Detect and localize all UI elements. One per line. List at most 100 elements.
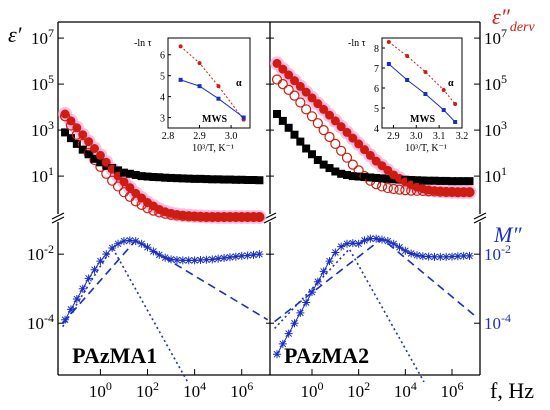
eps-derv-open-point — [341, 152, 353, 163]
eps-prime-point — [208, 175, 217, 184]
axis-break-gap — [474, 214, 486, 222]
eps-derv-open-point — [318, 125, 329, 136]
inset-y-tick-label: 7 — [374, 64, 379, 75]
panel-label: PAzMA2 — [284, 343, 369, 368]
top-y-tick-label-left: 107 — [31, 26, 54, 48]
inset-frame — [167, 37, 251, 129]
x-tick-label: 102 — [347, 379, 370, 401]
inset-mws-label: MWS — [410, 114, 435, 125]
m-double-point — [249, 250, 258, 259]
inset-frame — [381, 37, 463, 129]
inset-mws-point — [453, 120, 458, 124]
eps-prime-point — [202, 175, 211, 184]
inset-x-tick-label: 3.1 — [433, 131, 446, 142]
inset-mws-point — [386, 62, 391, 66]
top-y-tick-label-left: 103 — [31, 118, 54, 140]
m-double-point — [290, 319, 299, 328]
eps-derv-open-point — [306, 111, 318, 122]
m-double-point — [430, 252, 439, 261]
eps-prime-point — [220, 175, 229, 184]
eps-derv-point — [272, 58, 282, 68]
m-double-point — [90, 265, 99, 274]
inset-alpha-point — [453, 102, 458, 106]
eps-prime-point — [119, 168, 128, 177]
eps-prime-point — [337, 169, 346, 178]
eps-prime-point — [319, 160, 328, 169]
eps-prime-point — [143, 172, 152, 181]
m-double-point — [190, 256, 199, 265]
inset-mws-point — [441, 108, 446, 112]
eps-prime-point — [348, 172, 357, 181]
eps-prime-point — [155, 173, 164, 182]
eps-prime-point — [84, 150, 93, 159]
eps-derv-open-point — [271, 74, 283, 85]
eps-derv-point — [72, 123, 82, 133]
x-tick-label: 100 — [89, 379, 112, 401]
axis-break-gap — [264, 214, 276, 222]
panel-label: PAzMA1 — [72, 343, 157, 368]
eps-derv-open-point — [394, 184, 405, 195]
eps-derv-point — [278, 64, 288, 74]
inset-x-tick-label: 3.0 — [225, 131, 238, 142]
m-double-point — [424, 252, 433, 261]
m-double-point — [125, 236, 134, 245]
m-double-point — [366, 234, 375, 243]
axis-break-mark — [473, 216, 487, 224]
m-double-point — [302, 298, 311, 307]
top-y-tick-label-left: 105 — [31, 72, 54, 94]
eps-prime-point — [296, 137, 305, 146]
m-double-point — [296, 308, 305, 317]
eps-derv-point — [78, 130, 88, 140]
eps-prime-point — [354, 172, 363, 181]
eps-derv-point — [360, 145, 369, 155]
eps-derv-point — [254, 212, 264, 222]
eps-prime-point — [149, 173, 158, 182]
eps-prime-point — [407, 176, 416, 185]
x-tick-label: 100 — [301, 379, 324, 401]
eps-prime-point — [284, 123, 293, 132]
x-tick-label: 104 — [394, 379, 417, 401]
eps-prime-point — [255, 176, 264, 185]
eps-prime-point — [196, 174, 205, 183]
eps-derv-point — [313, 99, 323, 109]
eps-prime-point — [465, 177, 474, 186]
eps-prime-point — [214, 175, 223, 184]
m-double-point — [167, 255, 176, 264]
eps-prime-point — [430, 176, 439, 185]
m-double-point — [66, 305, 75, 314]
m-double-point — [284, 329, 293, 338]
eps-derv-point — [330, 116, 340, 126]
eps-derv-open-point — [289, 90, 300, 101]
m-double-point — [343, 239, 351, 248]
eps-derv-open-point — [283, 84, 294, 95]
eps-derv-point — [295, 81, 305, 91]
eps-prime-point — [225, 175, 234, 184]
eps-prime-point — [61, 128, 70, 137]
inset-x-tick-label: 2.9 — [387, 131, 400, 142]
inset-x-tick-label: 3.0 — [410, 131, 423, 142]
m-double-point — [465, 251, 474, 260]
m-double-point — [348, 239, 357, 248]
right-bottom-axis-label: M″ — [493, 222, 522, 247]
eps-prime-point — [178, 174, 187, 183]
m-double-point — [78, 284, 87, 293]
axis-break-mark — [51, 216, 65, 224]
eps-prime-point — [459, 177, 468, 186]
inset-alpha-label: α — [448, 78, 454, 89]
m-double-point — [196, 256, 205, 265]
eps-prime-point — [172, 174, 181, 183]
inset-mws-point — [423, 92, 428, 96]
m-double-point — [325, 257, 334, 266]
inset-y-label: -ln τ — [348, 38, 366, 49]
alpha-dashed-line — [62, 239, 269, 324]
m-double-point — [331, 248, 340, 257]
m-double-point — [202, 255, 211, 264]
inset-mws-point — [405, 78, 410, 82]
eps-prime-point — [424, 176, 433, 185]
m-double-point — [172, 256, 181, 265]
m-double-point — [108, 243, 117, 252]
inset-mws-point — [178, 77, 183, 82]
m-double-point — [72, 295, 81, 304]
eps-prime-point — [372, 173, 381, 182]
eps-prime-point — [383, 174, 392, 183]
